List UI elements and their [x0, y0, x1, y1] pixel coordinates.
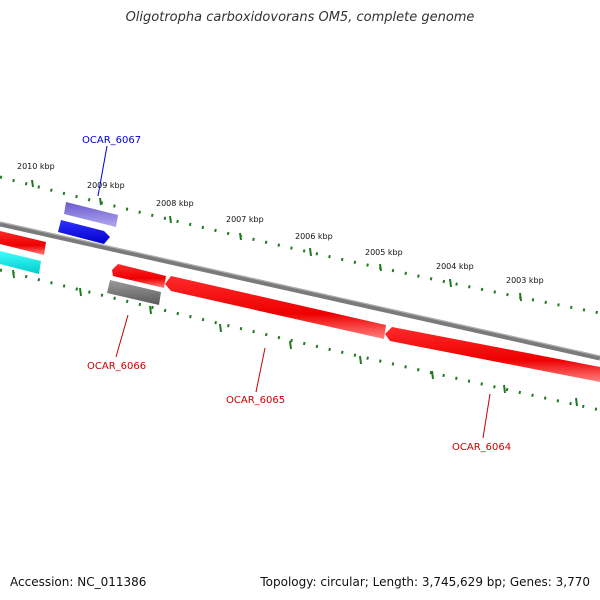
leader-ocar-6065 — [255, 347, 266, 393]
genome-summary: Topology: circular; Length: 3,745,629 bp… — [260, 575, 590, 589]
feature-ocar-6065[interactable] — [165, 276, 386, 339]
map-title: Oligotropha carboxidovorans OM5, complet… — [125, 10, 475, 25]
leader-ocar-6064 — [482, 393, 491, 439]
feature-ocar-6067-purple[interactable] — [64, 202, 118, 227]
inner-major-ticks — [12, 269, 578, 407]
feature-ocar-6066-gray[interactable] — [107, 280, 161, 305]
feature-left-cyan[interactable] — [0, 251, 41, 274]
genome-backbone — [0, 221, 600, 361]
tick-label: 2009 kbp — [87, 181, 125, 190]
tick-labels: 2010 kbp 2009 kbp 2008 kbp 2007 kbp 2006… — [17, 162, 544, 285]
accession-label: Accession: NC_011386 — [10, 575, 147, 589]
leader-ocar-6066 — [115, 314, 129, 358]
gene-label-ocar-6065[interactable]: OCAR_6065 — [226, 395, 285, 406]
tick-label: 2010 kbp — [17, 162, 55, 171]
outer-major-ticks — [31, 179, 522, 302]
feature-ocar-6067-blue[interactable] — [58, 220, 110, 244]
leader-ocar-6067 — [97, 145, 108, 197]
gene-label-ocar-6066[interactable]: OCAR_6066 — [87, 361, 146, 372]
gene-label-ocar-6067[interactable]: OCAR_6067 — [82, 135, 141, 146]
tick-label: 2003 kbp — [506, 276, 544, 285]
feature-ocar-6066-red[interactable] — [112, 264, 166, 288]
tick-label: 2006 kbp — [295, 232, 333, 241]
feature-left-red-forward[interactable] — [0, 231, 46, 255]
tick-label: 2008 kbp — [156, 199, 194, 208]
feature-ocar-6064[interactable] — [385, 327, 600, 382]
tick-label: 2004 kbp — [436, 262, 474, 271]
gene-label-ocar-6064[interactable]: OCAR_6064 — [452, 442, 511, 453]
tick-label: 2005 kbp — [365, 248, 403, 257]
tick-label: 2007 kbp — [226, 215, 264, 224]
